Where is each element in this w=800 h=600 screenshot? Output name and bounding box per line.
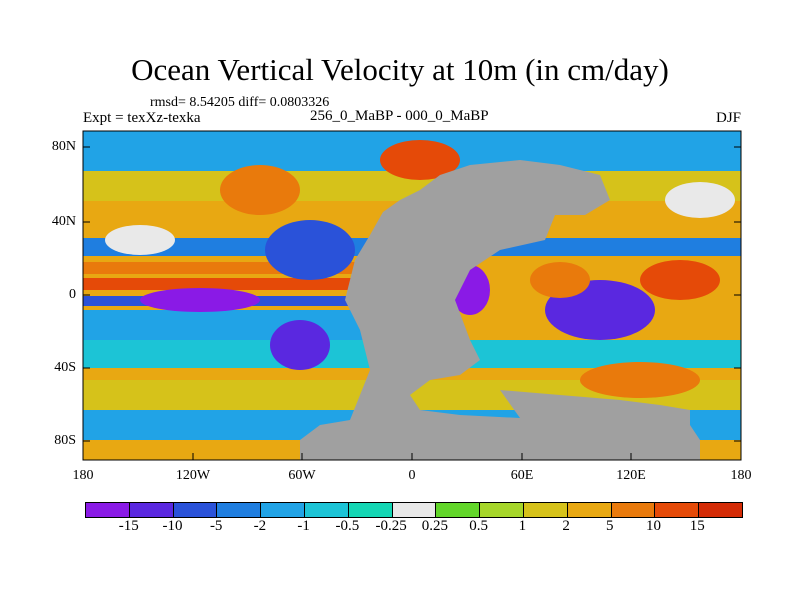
ocean-patch xyxy=(380,140,460,180)
colorbar-swatch xyxy=(655,503,700,517)
colorbar-swatch xyxy=(129,503,174,517)
colorbar-label: -0.25 xyxy=(375,518,407,534)
colorbar-label: -2 xyxy=(253,518,267,534)
colorbar-label: 0.5 xyxy=(469,518,488,534)
ocean-patch xyxy=(140,288,260,312)
ocean-band xyxy=(83,310,383,340)
x-tick-label: 60W xyxy=(288,468,316,483)
colorbar-swatch xyxy=(304,503,349,517)
colorbar-swatch xyxy=(480,503,524,517)
ocean-patch xyxy=(530,262,590,298)
difference-label: 256_0_MaBP - 000_0_MaBP xyxy=(310,108,489,124)
plot-title: Ocean Vertical Velocity at 10m (in cm/da… xyxy=(131,52,669,87)
colorbar-label: 1 xyxy=(518,518,527,534)
ocean-band xyxy=(83,278,383,290)
experiment-label: Expt = texXz-texka xyxy=(83,110,201,126)
colorbar-label: 0.25 xyxy=(421,518,448,534)
ocean-patch xyxy=(640,260,720,300)
y-tick-label: 80S xyxy=(54,433,76,448)
land-mass-south xyxy=(500,390,690,425)
y-tick-label: 40N xyxy=(51,214,76,229)
tick-marks xyxy=(82,146,742,460)
ocean-patch xyxy=(105,225,175,255)
colorbar-swatch xyxy=(523,503,568,517)
colorbar xyxy=(85,502,743,518)
colorbar-swatch xyxy=(261,503,305,517)
colorbar-swatch xyxy=(173,503,218,517)
colorbar-swatch xyxy=(348,503,393,517)
colorbar-swatch xyxy=(217,503,262,517)
colorbar-label: -1 xyxy=(297,518,310,534)
colorbar-label: 10 xyxy=(646,518,662,534)
y-tick-label: 0 xyxy=(69,287,76,302)
season-label: DJF xyxy=(715,110,741,126)
ocean-patch xyxy=(220,165,300,215)
colorbar-label: 5 xyxy=(606,518,614,534)
ocean-patch xyxy=(665,182,735,218)
ocean-patch xyxy=(270,320,330,370)
colorbar-label: 15 xyxy=(689,518,705,534)
ocean-patch xyxy=(580,362,700,398)
colorbar-swatch xyxy=(699,503,742,517)
colorbar-label: -15 xyxy=(118,518,139,534)
colorbar-label: -0.5 xyxy=(335,518,360,534)
colorbar-swatch xyxy=(392,503,437,517)
colorbar-swatch xyxy=(567,503,612,517)
land-mass-pangaea xyxy=(300,160,700,460)
colorbar-swatch xyxy=(86,503,130,517)
y-tick-label: 80N xyxy=(51,139,76,154)
colorbar-swatch xyxy=(436,503,481,517)
y-tick-label: 40S xyxy=(54,360,76,375)
colorbar-label: -5 xyxy=(209,518,223,534)
x-tick-label: 180 xyxy=(730,468,752,483)
x-tick-label: 120E xyxy=(616,468,646,483)
stats-text: rmsd= 8.54205 diff= 0.0803326 xyxy=(150,95,330,110)
ocean-patch xyxy=(265,220,355,280)
colorbar-label: -10 xyxy=(162,518,183,534)
x-tick-label: 180 xyxy=(72,468,94,483)
colorbar-label: 2 xyxy=(562,518,570,534)
x-tick-label: 60E xyxy=(510,468,534,483)
colorbar-swatch xyxy=(611,503,656,517)
x-tick-label: 120W xyxy=(175,468,211,483)
x-tick-label: 0 xyxy=(408,468,416,483)
